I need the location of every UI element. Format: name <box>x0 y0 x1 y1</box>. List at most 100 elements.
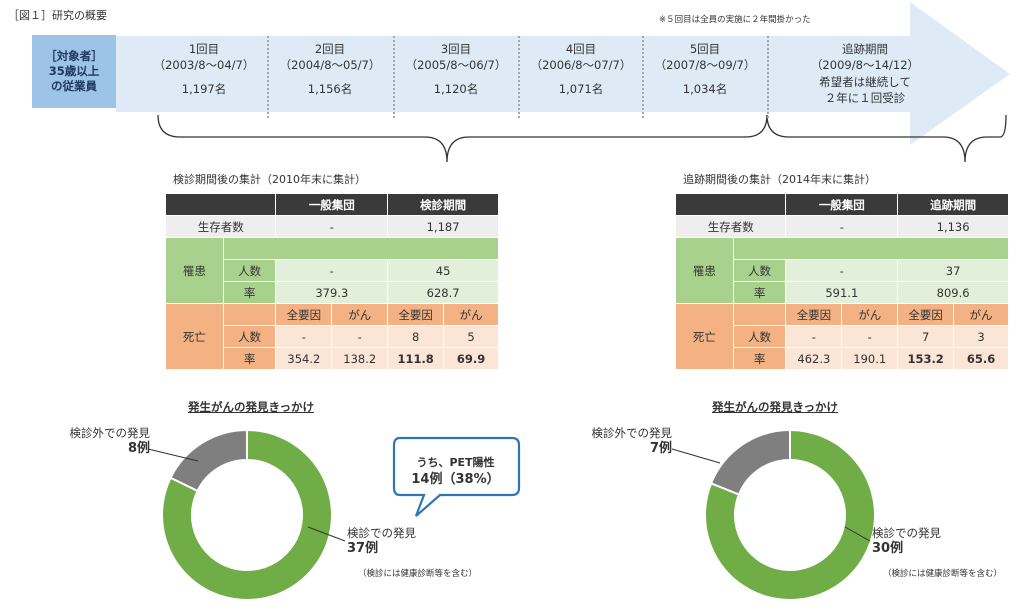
phase-period: （2003/8～04/7） <box>153 57 255 72</box>
leader-line <box>147 448 199 462</box>
target-line1: ［対象者］ <box>45 49 103 64</box>
left-brace <box>157 114 768 163</box>
table-row: 死亡 全要因 がん 全要因 がん <box>675 303 1009 370</box>
right-donut-chart <box>671 428 876 601</box>
outside-text: 検診外での発見 <box>69 426 151 440</box>
rate-label: 率 <box>222 347 277 370</box>
phase-period: （2006/8～07/7） <box>530 57 632 72</box>
donut-slice-screening <box>704 428 876 601</box>
left-inside-label: 検診での発見 37例 <box>347 526 416 558</box>
phase-divider <box>393 36 395 118</box>
cell: 354.2 <box>275 347 333 370</box>
phase-divider <box>642 36 644 118</box>
subheader: 全要因 <box>785 303 843 326</box>
death-label: 死亡 <box>675 303 734 370</box>
table-header-row: 一般集団 検診期間 <box>164 193 499 216</box>
target-line3: の従業員 <box>51 78 97 93</box>
header-blank <box>674 193 787 216</box>
right-inside-label: 検診での発見 30例 <box>872 526 941 558</box>
subheader: 全要因 <box>387 303 445 326</box>
survivors-label: 生存者数 <box>674 215 787 238</box>
cell: 1,136 <box>897 215 1009 238</box>
subheader: がん <box>953 303 1009 326</box>
right-outside-label: 検診外での発見 7例 <box>590 426 673 458</box>
callout-line1: うち、PET陽性 <box>416 456 495 469</box>
rate-label: 率 <box>732 281 787 304</box>
phase-count: 1,120名 <box>433 82 479 97</box>
cell: - <box>275 259 389 282</box>
cell: - <box>785 215 899 238</box>
cell: 809.6 <box>897 281 1009 304</box>
phase-3: 3回目 （2005/8～06/7） 1,120名 <box>394 42 518 98</box>
survivors-label: 生存者数 <box>164 215 277 238</box>
left-pie-title: 発生がんの発見きっかけ <box>188 400 315 414</box>
cell: - <box>275 215 389 238</box>
phase-period: （2004/8～05/7） <box>279 57 381 72</box>
cell: - <box>331 325 389 348</box>
spacer <box>222 237 500 260</box>
right-pie-note: （検診には健康診断等を含む） <box>883 569 1003 579</box>
cell: 462.3 <box>785 347 843 370</box>
cell: 3 <box>953 325 1009 348</box>
header-blank <box>164 193 277 216</box>
subheader: がん <box>443 303 499 326</box>
table-row: 率 354.2 138.2 111.8 69.9 <box>166 347 499 370</box>
cell: - <box>785 325 843 348</box>
phase-count: 1,197名 <box>181 82 227 97</box>
death-label: 死亡 <box>165 303 224 370</box>
phase-divider <box>767 36 769 118</box>
phase5-note: ※５回目は全員の実施に２年間掛かった <box>659 15 811 25</box>
right-brace <box>766 114 1007 163</box>
table-header-row: 一般集団 追跡期間 <box>674 193 1009 216</box>
target-line2: 35歳以上 <box>48 64 100 79</box>
cell: 591.1 <box>785 281 899 304</box>
inside-text: 検診での発見 <box>872 526 941 540</box>
phase-count: 1,156名 <box>307 82 353 97</box>
phase-period: （2007/8～09/7） <box>654 57 756 72</box>
table-row: 罹患 <box>165 237 500 304</box>
cell: 153.2 <box>897 347 955 370</box>
phase-2: 2回目 （2004/8～05/7） 1,156名 <box>268 42 392 98</box>
cell: 190.1 <box>841 347 899 370</box>
phase-5: 5回目 （2007/8～09/7） 1,034名 <box>643 42 767 98</box>
outside-value: 7例 <box>649 440 672 456</box>
callout-shape <box>392 436 521 517</box>
left-outside-label: 検診外での発見 8例 <box>68 426 151 458</box>
outside-text: 検診外での発見 <box>591 426 673 440</box>
inside-text: 検診での発見 <box>347 526 416 540</box>
cell: 69.9 <box>443 347 499 370</box>
col-period: 検診期間 <box>387 193 499 216</box>
count-label: 人数 <box>732 325 787 348</box>
cell: 1,187 <box>387 215 499 238</box>
subheader: がん <box>331 303 389 326</box>
table-row: 死亡 全要因 がん 全要因 がん <box>165 303 499 370</box>
leader-line <box>844 526 871 542</box>
cell: 45 <box>387 259 499 282</box>
timeline-arrow <box>116 2 1010 163</box>
cell: - <box>785 259 899 282</box>
cell: 37 <box>897 259 1009 282</box>
rate-label: 率 <box>222 281 277 304</box>
right-pie-title: 発生がんの発見きっかけ <box>712 400 839 414</box>
inside-value: 30例 <box>872 540 904 556</box>
leader-line <box>307 526 346 542</box>
left-results-table: 一般集団 検診期間 生存者数 - 1,187 罹患 人数 - 45 率 379.… <box>164 193 500 370</box>
cell: 65.6 <box>953 347 1009 370</box>
phase-period: （2005/8～06/7） <box>405 57 507 72</box>
table-row: 率 462.3 190.1 153.2 65.6 <box>676 347 1009 370</box>
cell: 8 <box>387 325 445 348</box>
table-row: 生存者数 - 1,187 <box>164 215 499 238</box>
arrow-shape <box>116 2 1010 145</box>
phase-1: 1回目 （2003/8～04/7） 1,197名 <box>142 42 266 98</box>
followup-phase: 追跡期間 （2009/8～14/12） 希望者は継続して ２年に１回受診 <box>780 42 950 106</box>
cell: 379.3 <box>275 281 389 304</box>
phase-label: 3回目 <box>440 42 472 56</box>
phase-divider <box>267 36 269 118</box>
table-row: 人数 - 45 <box>166 259 499 282</box>
left-donut-chart <box>147 428 346 601</box>
right-table-title: 追跡期間後の集計（2014年末に集計） <box>683 173 876 186</box>
cell: 628.7 <box>387 281 499 304</box>
morbidity-label: 罹患 <box>675 237 734 304</box>
count-label: 人数 <box>222 259 277 282</box>
subheader: 全要因 <box>897 303 955 326</box>
